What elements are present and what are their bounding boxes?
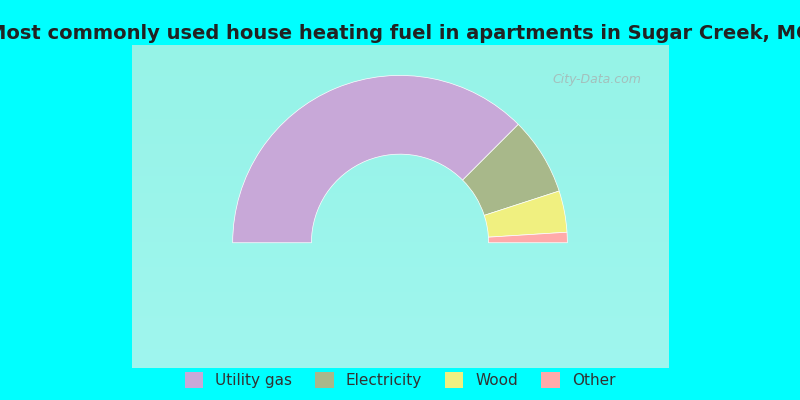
Wedge shape (484, 191, 567, 237)
Text: City-Data.com: City-Data.com (553, 73, 642, 86)
Wedge shape (233, 76, 518, 243)
Wedge shape (462, 124, 559, 215)
Wedge shape (489, 232, 567, 243)
Text: Most commonly used house heating fuel in apartments in Sugar Creek, MO: Most commonly used house heating fuel in… (0, 24, 800, 43)
Legend: Utility gas, Electricity, Wood, Other: Utility gas, Electricity, Wood, Other (185, 372, 615, 388)
